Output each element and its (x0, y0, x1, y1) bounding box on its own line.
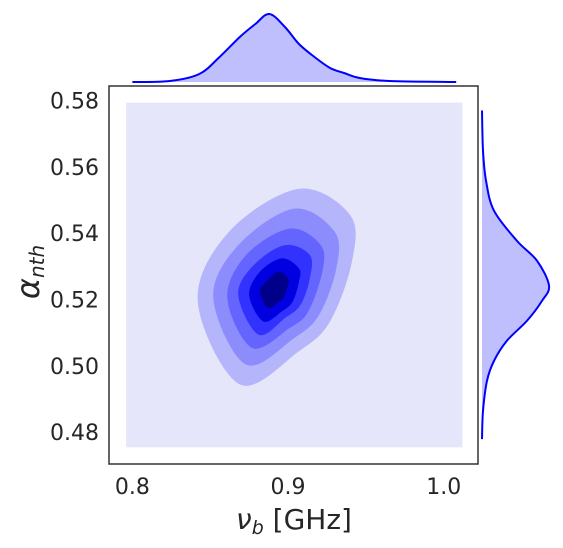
y-tick-label: 0.52 (50, 289, 99, 314)
marginal-y-area (482, 110, 550, 440)
marginal-x-area (132, 13, 457, 83)
y-tick-label: 0.56 (50, 156, 99, 181)
density-contour (260, 271, 289, 309)
y-tick-label: 0.58 (50, 90, 99, 115)
marginal-x-line (132, 13, 457, 83)
x-label-sub: b (252, 517, 264, 539)
plot-frame (108, 85, 479, 465)
x-label-symbol: ν (236, 503, 252, 536)
x-tick-label: 0.8 (115, 475, 150, 500)
plot-layer (126, 13, 551, 448)
y-axis-label: αnth (9, 245, 49, 299)
y-label-sub: nth (25, 245, 49, 278)
marginal-y-line (481, 110, 551, 440)
x-axis-label: νb [GHz] (236, 503, 352, 539)
y-tick-label: 0.50 (50, 355, 99, 380)
x-tick-label: 0.9 (271, 475, 306, 500)
y-label-symbol: α (9, 278, 47, 299)
x-label-rest: [GHz] (264, 503, 352, 536)
y-tick-label: 0.48 (50, 421, 99, 446)
x-tick-label: 1.0 (426, 475, 461, 500)
y-tick-label: 0.54 (50, 222, 99, 247)
